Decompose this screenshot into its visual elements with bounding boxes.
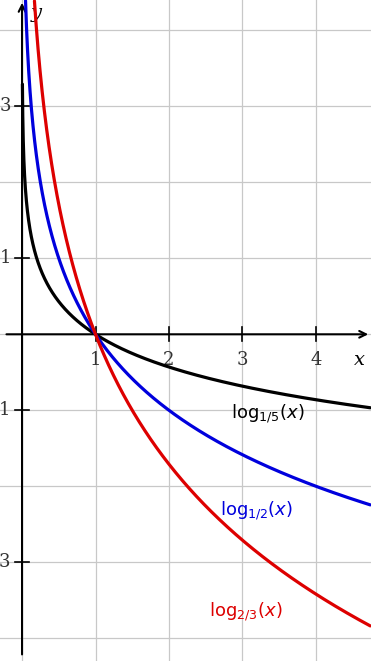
Text: 1: 1 [0,249,11,267]
Text: $\mathrm{log}_{1/2}(x)$: $\mathrm{log}_{1/2}(x)$ [220,499,293,522]
Text: 3: 3 [237,351,248,369]
Text: 1: 1 [90,351,101,369]
Text: -1: -1 [0,401,11,419]
Text: -3: -3 [0,553,11,571]
Text: x: x [354,351,365,369]
Text: y: y [31,4,42,22]
Text: 2: 2 [163,351,175,369]
Text: 3: 3 [0,97,11,116]
Text: 4: 4 [310,351,322,369]
Text: $\mathrm{log}_{2/3}(x)$: $\mathrm{log}_{2/3}(x)$ [209,600,283,623]
Text: $\mathrm{log}_{1/5}(x)$: $\mathrm{log}_{1/5}(x)$ [232,403,305,426]
